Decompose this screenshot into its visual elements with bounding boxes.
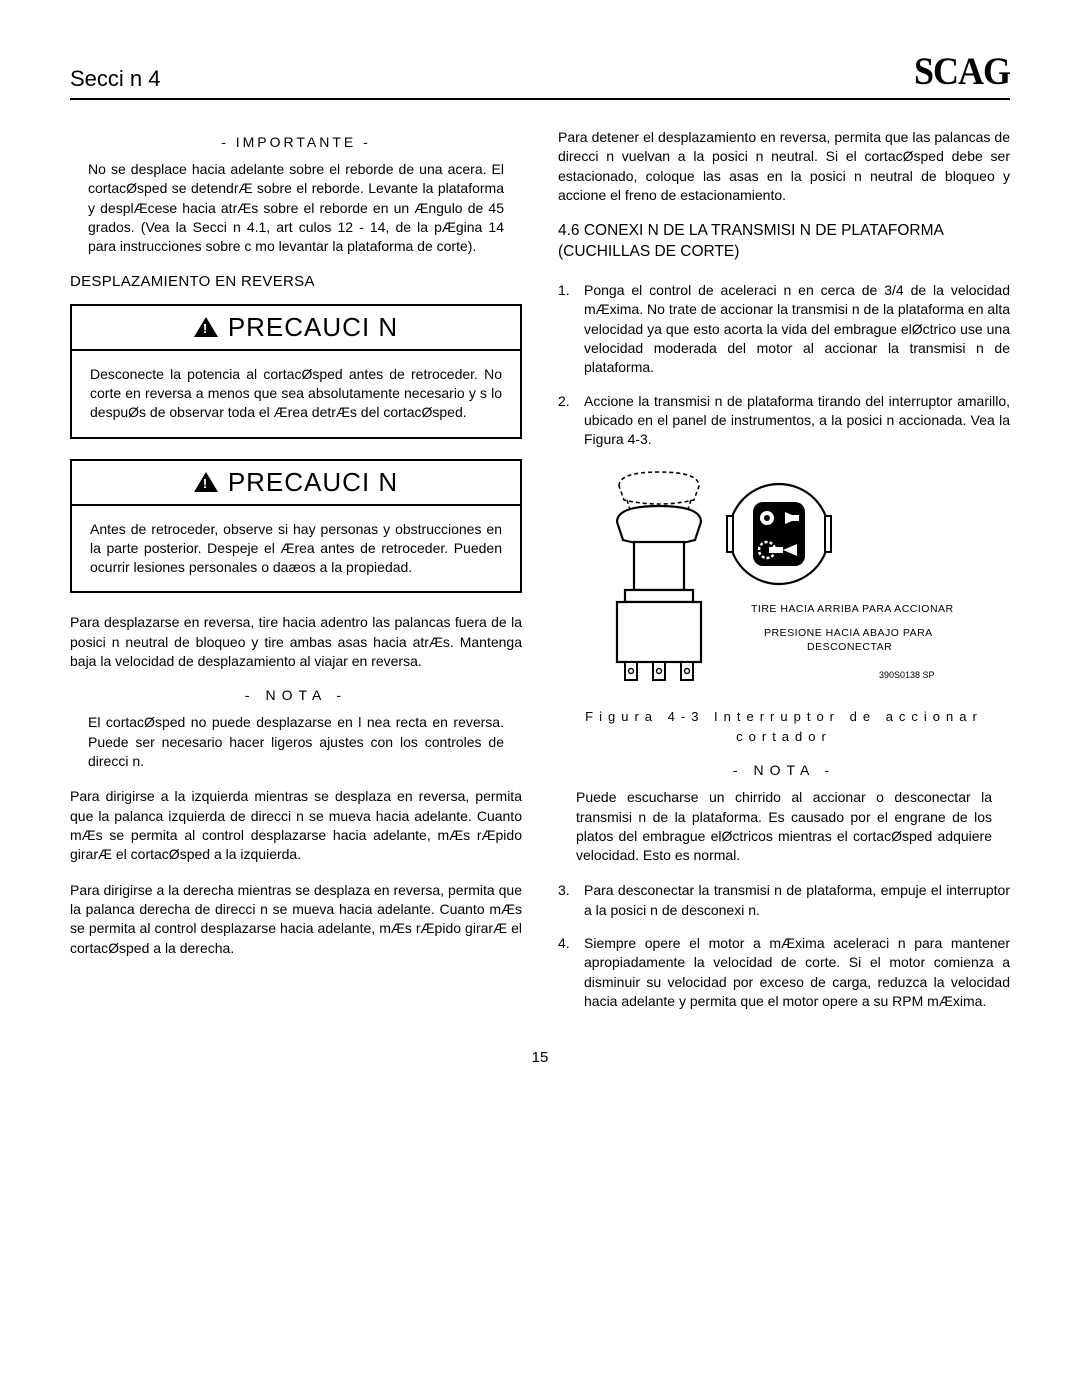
- warning-icon: [194, 472, 218, 492]
- page-number: 15: [70, 1049, 1010, 1066]
- list-item-2: Accione la transmisi n de plataforma tir…: [558, 392, 1010, 450]
- nota-label-right: - NOTA -: [558, 762, 1010, 778]
- list-item-1: Ponga el control de aceleraci n en cerca…: [558, 281, 1010, 378]
- nota-body-right: Puede escucharse un chirrido al accionar…: [576, 788, 992, 865]
- para-reverse: Para desplazarse en reversa, tire hacia …: [70, 613, 522, 671]
- caution-1-title-row: PRECAUCI N: [72, 306, 520, 351]
- section-4-6-heading: 4.6 CONEXI N DE LA TRANSMISI N DE PLATAF…: [558, 221, 1010, 263]
- numbered-list-b: Para desconectar la transmisi n de plata…: [558, 881, 1010, 1011]
- content-columns: - IMPORTANTE - No se desplace hacia adel…: [70, 128, 1010, 1025]
- nota-label-left: - NOTA -: [70, 687, 522, 703]
- figure-caption: Figura 4-3 Interruptor de accionar corta…: [558, 707, 1010, 749]
- switch-diagram-svg: TIRE HACIA ARRIBA PARA ACCIONAR PRESIONE…: [569, 464, 999, 694]
- fig-caption-line-2: cortador: [736, 729, 832, 744]
- caution-2-title-row: PRECAUCI N: [72, 461, 520, 506]
- caution-box-2: PRECAUCI N Antes de retroceder, observe …: [70, 459, 522, 594]
- right-column: Para detener el desplazamiento en revers…: [558, 128, 1010, 1025]
- para-left-turn: Para dirigirse a la izquierda mientras s…: [70, 787, 522, 864]
- brand-logo: SCAG: [914, 48, 1010, 94]
- nota-body-left: El cortacØsped no puede desplazarse en l…: [88, 713, 504, 771]
- page-header: Secci n 4 SCAG: [70, 50, 1010, 100]
- para-stop: Para detener el desplazamiento en revers…: [558, 128, 1010, 205]
- fig-caption-line-1: Figura 4-3 Interruptor de accionar: [585, 709, 983, 724]
- list-item-3: Para desconectar la transmisi n de plata…: [558, 881, 1010, 920]
- fig-label-up: TIRE HACIA ARRIBA PARA ACCIONAR: [751, 603, 954, 615]
- fig-label-down2: DESCONECTAR: [807, 641, 892, 653]
- para-right-turn: Para dirigirse a la derecha mientras se …: [70, 881, 522, 958]
- caution-2-body: Antes de retroceder, observe si hay pers…: [72, 506, 520, 592]
- caution-box-1: PRECAUCI N Desconecte la potencia al cor…: [70, 304, 522, 439]
- numbered-list-a: Ponga el control de aceleraci n en cerca…: [558, 281, 1010, 450]
- reverse-heading: DESPLAZAMIENTO EN REVERSA: [70, 273, 522, 290]
- caution-1-body: Desconecte la potencia al cortacØsped an…: [72, 351, 520, 437]
- caution-2-title: PRECAUCI N: [228, 467, 398, 498]
- importante-body: No se desplace hacia adelante sobre el r…: [88, 160, 504, 257]
- fig-part-number: 390S0138 SP: [879, 670, 935, 680]
- list-item-4: Siempre opere el motor a mÆxima acelerac…: [558, 934, 1010, 1011]
- left-column: - IMPORTANTE - No se desplace hacia adel…: [70, 128, 522, 1025]
- section-title: Secci n 4: [70, 66, 161, 92]
- figure-4-3: TIRE HACIA ARRIBA PARA ACCIONAR PRESIONE…: [558, 464, 1010, 699]
- fig-label-down1: PRESIONE HACIA ABAJO PARA: [764, 627, 933, 639]
- warning-icon: [194, 317, 218, 337]
- caution-1-title: PRECAUCI N: [228, 312, 398, 343]
- importante-label: - IMPORTANTE -: [70, 134, 522, 150]
